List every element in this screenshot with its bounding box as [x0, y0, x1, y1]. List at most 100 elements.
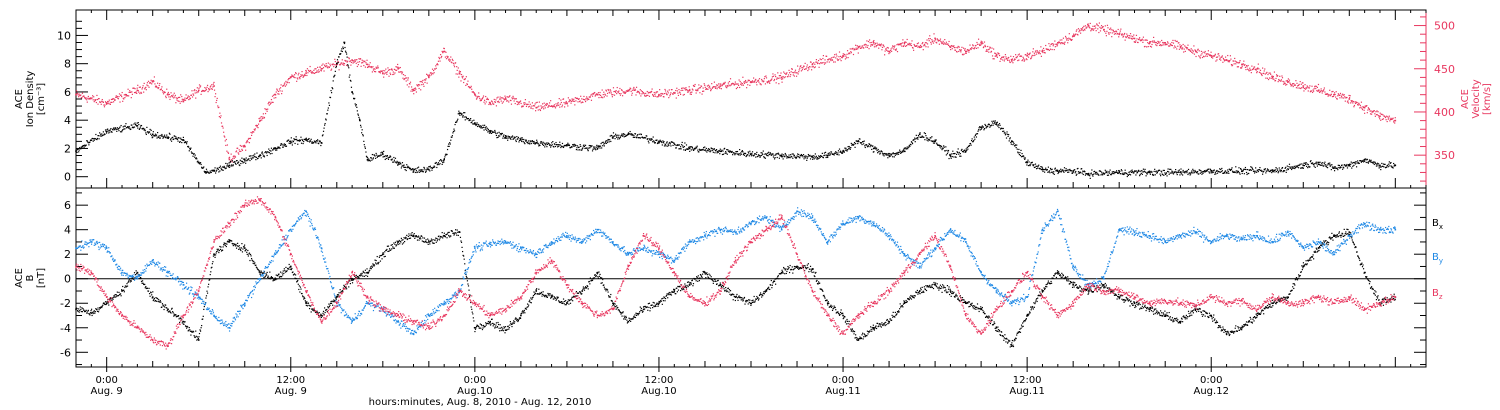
- velocity-sample: [313, 72, 315, 75]
- velocity-sample: [860, 47, 863, 49]
- velocity-sample: [667, 92, 669, 94]
- density-sample: [1323, 165, 1325, 167]
- velocity-sample: [493, 98, 495, 101]
- velocity-sample: [1198, 50, 1200, 52]
- density-sample: [212, 169, 215, 171]
- density-sample: [741, 150, 743, 152]
- velocity-sample: [763, 80, 765, 82]
- density-sample: [475, 123, 478, 125]
- density-sample: [256, 152, 258, 154]
- velocity-sample: [793, 75, 796, 77]
- velocity-sample: [489, 101, 491, 103]
- density-sample: [189, 148, 191, 151]
- velocity-sample: [571, 98, 573, 100]
- density-sample: [489, 132, 492, 134]
- density-sample: [575, 144, 577, 147]
- velocity-sample: [1285, 80, 1287, 82]
- velocity-sample: [975, 44, 977, 47]
- density-sample: [897, 153, 900, 155]
- density-sample: [465, 116, 467, 118]
- density-sample: [174, 137, 176, 140]
- density-sample: [461, 113, 463, 115]
- velocity-sample: [833, 56, 835, 58]
- density-sample: [417, 171, 419, 173]
- velocity-sample: [1350, 102, 1352, 104]
- velocity-sample: [377, 67, 379, 69]
- density-sample: [632, 136, 634, 138]
- density-sample: [358, 118, 361, 120]
- velocity-sample: [409, 83, 411, 85]
- velocity-sample: [548, 102, 551, 104]
- density-sample: [530, 142, 532, 145]
- density-sample: [798, 156, 800, 158]
- velocity-sample: [970, 48, 972, 51]
- velocity-sample: [1089, 27, 1091, 29]
- velocity-sample: [708, 86, 710, 88]
- velocity-sample: [535, 110, 537, 112]
- velocity-sample: [654, 93, 656, 95]
- velocity-sample: [1280, 80, 1282, 82]
- velocity-sample: [943, 42, 945, 44]
- density-sample: [684, 149, 687, 152]
- velocity-sample: [347, 60, 349, 62]
- velocity-sample: [435, 65, 437, 67]
- velocity-sample: [875, 45, 878, 47]
- velocity-sample: [114, 99, 116, 101]
- density-sample: [391, 159, 393, 161]
- velocity-sample: [323, 70, 325, 72]
- velocity-sample: [441, 50, 443, 53]
- velocity-sample: [146, 82, 149, 84]
- velocity-sample: [744, 79, 747, 82]
- velocity-sample: [778, 83, 780, 85]
- velocity-sample: [649, 92, 651, 94]
- velocity-sample: [722, 82, 725, 84]
- velocity-sample: [1229, 55, 1232, 57]
- velocity-sample: [613, 90, 615, 93]
- velocity-sample: [1083, 25, 1085, 27]
- velocity-sample: [438, 56, 440, 59]
- density-sample: [126, 127, 128, 129]
- velocity-sample: [1336, 98, 1338, 100]
- velocity-sample: [774, 74, 776, 76]
- density-sample: [150, 133, 152, 135]
- velocity-sample: [567, 97, 569, 99]
- density-sample: [431, 169, 433, 171]
- velocity-sample: [1041, 50, 1043, 52]
- velocity-sample: [925, 42, 928, 44]
- velocity-sample: [807, 69, 809, 72]
- velocity-sample: [350, 61, 353, 64]
- velocity-sample: [1208, 53, 1210, 56]
- density-sample: [1149, 173, 1152, 175]
- density-sample: [950, 156, 952, 158]
- velocity-sample: [707, 88, 709, 90]
- velocity-sample: [745, 81, 747, 84]
- velocity-sample: [1216, 56, 1219, 58]
- velocity-sample: [517, 101, 519, 103]
- density-sample: [1231, 170, 1234, 172]
- velocity-sample: [697, 90, 699, 92]
- velocity-sample: [155, 85, 157, 87]
- density-sample: [696, 145, 698, 147]
- density-sample: [210, 171, 212, 174]
- density-sample: [81, 146, 83, 149]
- velocity-sample: [92, 95, 94, 97]
- velocity-sample: [401, 71, 404, 73]
- velocity-sample: [901, 45, 903, 47]
- velocity-sample: [140, 91, 142, 93]
- velocity-sample: [316, 70, 318, 72]
- density-sample: [609, 135, 611, 137]
- velocity-sample: [436, 63, 438, 65]
- density-sample: [543, 142, 545, 144]
- velocity-sample: [358, 58, 360, 60]
- density-sample: [1135, 174, 1137, 176]
- density-sample: [371, 159, 373, 161]
- velocity-sample: [753, 81, 755, 83]
- velocity-sample: [1297, 84, 1300, 87]
- velocity-sample: [830, 57, 833, 59]
- density-sample: [356, 110, 358, 112]
- velocity-sample: [972, 45, 974, 47]
- density-sample: [270, 150, 272, 152]
- density-sample: [473, 122, 476, 125]
- density-sample: [913, 139, 915, 141]
- density-sample: [1249, 169, 1251, 171]
